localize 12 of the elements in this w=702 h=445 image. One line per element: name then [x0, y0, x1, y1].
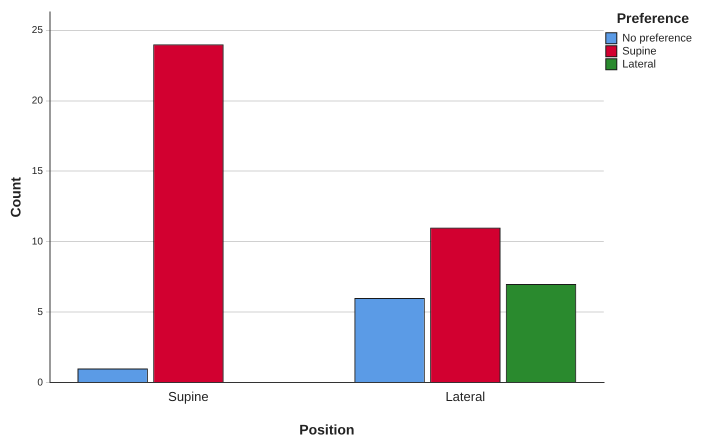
legend-title: Preference [616, 10, 690, 26]
y-tick-label: 5 [37, 306, 44, 318]
legend-label: Supine [622, 45, 657, 58]
y-axis-title: Count [7, 176, 24, 218]
y-tick-label: 25 [32, 25, 44, 36]
y-tick-label: 15 [32, 166, 44, 177]
legend-label: No preference [622, 32, 692, 44]
y-tick-label: 20 [32, 96, 44, 107]
y-tick-label: 10 [32, 236, 44, 248]
y-tick-label: 0 [37, 377, 44, 388]
x-axis-title: Position [299, 421, 354, 438]
legend-label: Lateral [622, 58, 656, 70]
